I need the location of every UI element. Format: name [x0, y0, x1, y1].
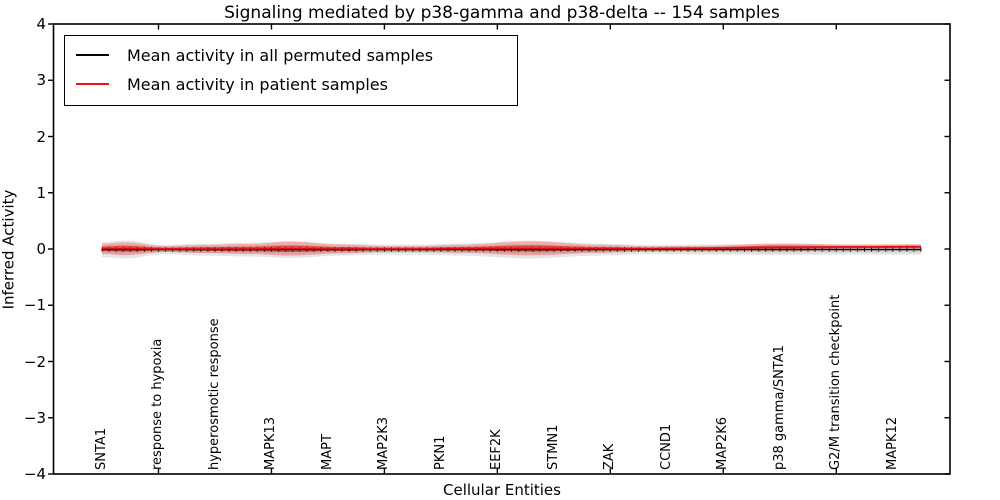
chart-title: Signaling mediated by p38-gamma and p38-…: [224, 3, 780, 23]
x-tick-label: p38 gamma/SNTA1: [771, 345, 787, 470]
y-tick-label: 3: [36, 71, 46, 90]
y-tick-label: 0: [36, 240, 46, 258]
y-tick-label: 2: [36, 127, 46, 146]
x-tick-label: PKN1: [432, 435, 448, 470]
permuted-line-sample: [76, 54, 109, 56]
x-tick-label: STMN1: [545, 424, 561, 470]
x-tick-label: MAPK12: [884, 416, 900, 470]
y-tick-label: −2: [23, 352, 46, 371]
x-tick-label: response to hypoxia: [150, 338, 166, 470]
patient-line-sample: [76, 83, 109, 85]
legend-box: Mean activity in all permuted samples Me…: [64, 35, 518, 106]
x-axis-label: Cellular Entities: [443, 481, 561, 499]
x-tick-label: CCND1: [658, 423, 674, 470]
x-tick-label: MAPT: [319, 434, 335, 470]
x-tick-label: hyperosmotic response: [206, 318, 222, 470]
y-tick-label: 1: [36, 183, 46, 202]
y-tick-label: 4: [36, 15, 46, 33]
patient-mean-line: [102, 246, 922, 250]
legend-entry-patient: Mean activity in patient samples: [76, 72, 509, 96]
legend-label-permuted: Mean activity in all permuted samples: [127, 45, 434, 65]
x-tick-label: G2/M transition checkpoint: [828, 294, 844, 470]
x-tick-label: MAP2K6: [715, 416, 731, 470]
legend-entry-permuted: Mean activity in all permuted samples: [76, 43, 509, 67]
y-tick-label: −3: [23, 408, 46, 427]
legend-label-patient: Mean activity in patient samples: [127, 74, 388, 94]
x-tick-label: EEF2K: [489, 429, 505, 470]
x-tick-label: ZAK: [602, 443, 618, 470]
x-tick-label: MAP2K3: [376, 416, 392, 470]
y-tick-label: −1: [23, 296, 46, 315]
x-tick-label: SNTA1: [94, 427, 109, 470]
y-tick-label: −4: [23, 465, 46, 483]
x-tick-label: MAPK13: [263, 416, 279, 470]
